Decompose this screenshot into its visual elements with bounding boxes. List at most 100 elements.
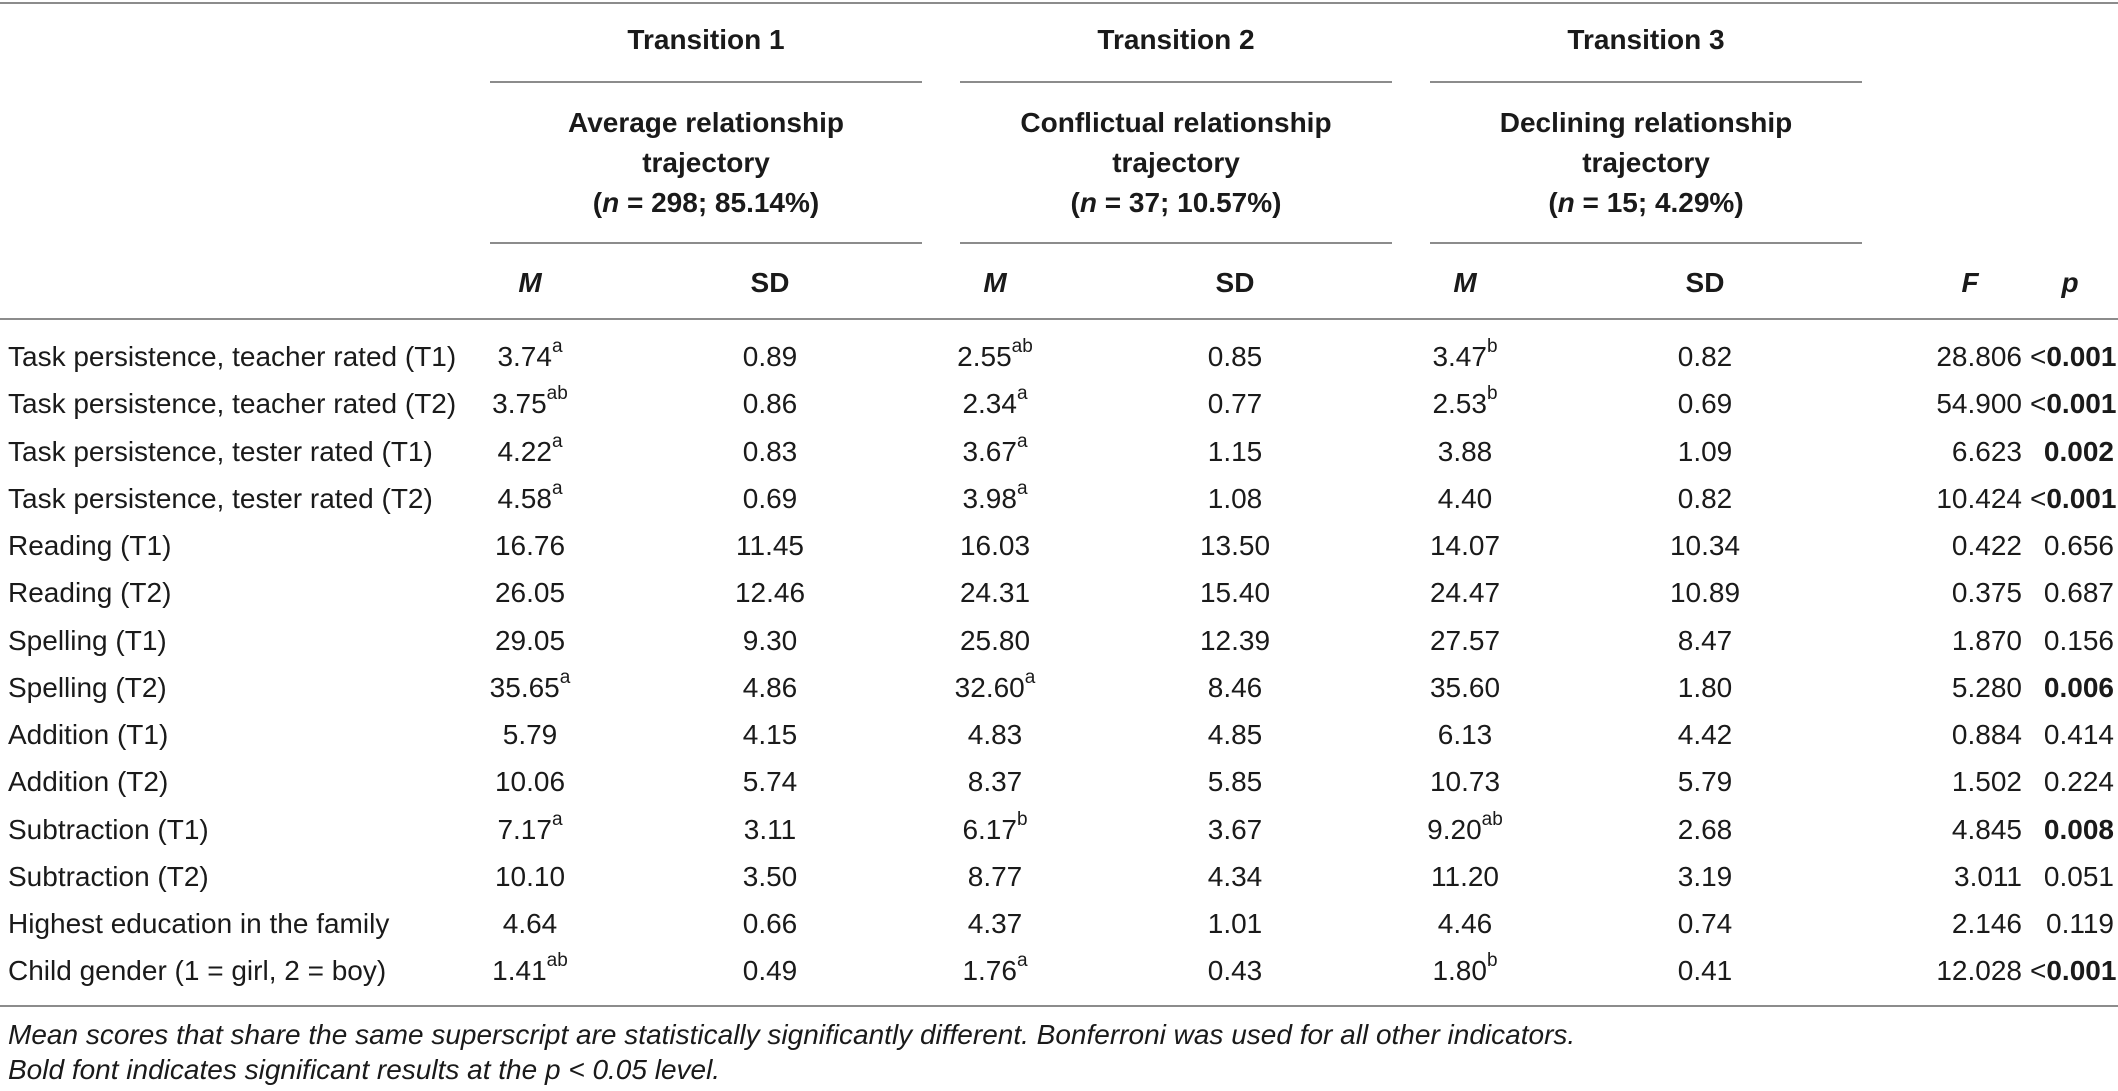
sd-1: 3.11 xyxy=(743,814,797,845)
mean-2-value: 32.60 xyxy=(954,672,1025,703)
sd-2: 12.39 xyxy=(1199,625,1271,656)
sd-2: 1.08 xyxy=(1207,483,1263,514)
transition-2-heading: Transition 2 xyxy=(1097,24,1255,55)
row-label: Spelling (T2) xyxy=(8,672,167,703)
p-value: 0.119 xyxy=(2030,907,2114,941)
table-note-1: Mean scores that share the same superscr… xyxy=(8,1019,1576,1050)
group-heading-1: Average relationship trajectory (n = 298… xyxy=(490,103,922,223)
group-heading-3: Declining relationship trajectory (n = 1… xyxy=(1430,103,1862,223)
group-3-line2: trajectory xyxy=(1582,147,1710,178)
sd-1: 11.45 xyxy=(736,530,804,561)
p-number: 0.001 xyxy=(2046,955,2117,986)
f-value: 28.806 xyxy=(1936,341,2022,372)
mean-1-value: 10.06 xyxy=(494,766,566,797)
p-prefix: < xyxy=(2030,483,2047,514)
mean-2: 8.37 xyxy=(935,765,1055,799)
mean-1: 4.22a xyxy=(470,432,590,469)
sd-2: 15.40 xyxy=(1199,577,1271,608)
mean-2-value: 4.37 xyxy=(967,908,1023,939)
p-value: 0.414 xyxy=(2030,718,2114,752)
sd-1: 12.46 xyxy=(734,577,806,608)
p-value: <0.001 xyxy=(2030,340,2116,374)
superscript: a xyxy=(1016,430,1028,452)
sd-3: 8.47 xyxy=(1677,625,1733,656)
mean-1-value: 16.76 xyxy=(494,530,566,561)
mean-3-value: 3.88 xyxy=(1437,436,1493,467)
mean-2-value: 25.80 xyxy=(959,625,1031,656)
mean-2: 25.80 xyxy=(935,624,1055,658)
sd-2: 8.46 xyxy=(1207,672,1263,703)
row-label: Child gender (1 = girl, 2 = boy) xyxy=(8,955,387,986)
mean-2: 4.37 xyxy=(935,907,1055,941)
group-rule-3 xyxy=(1430,81,1862,83)
row-label: Task persistence, teacher rated (T1) xyxy=(8,341,457,372)
row-label: Spelling (T1) xyxy=(8,625,167,656)
col-sd-1: SD xyxy=(750,267,790,298)
p-number: 0.002 xyxy=(2043,436,2114,467)
mean-1: 4.58a xyxy=(470,479,590,516)
mean-1-value: 4.58 xyxy=(497,483,552,514)
sd-2: 1.15 xyxy=(1207,436,1263,467)
mean-2-value: 3.67 xyxy=(962,436,1017,467)
row-label: Task persistence, teacher rated (T2) xyxy=(8,388,457,419)
mean-2: 16.03 xyxy=(935,529,1055,563)
mean-1: 3.75ab xyxy=(470,384,590,421)
mean-3: 27.57 xyxy=(1405,624,1525,658)
sd-1: 0.89 xyxy=(742,341,798,372)
mean-2-value: 2.34 xyxy=(962,388,1017,419)
sd-2: 0.77 xyxy=(1207,388,1263,419)
mean-2-value: 1.76 xyxy=(962,955,1017,986)
row-label: Task persistence, tester rated (T2) xyxy=(8,483,433,514)
col-m-2: M xyxy=(983,267,1007,298)
p-value: 0.224 xyxy=(2030,765,2114,799)
p-value: 0.156 xyxy=(2030,624,2114,658)
sd-1: 0.69 xyxy=(742,483,798,514)
mean-1: 5.79 xyxy=(470,718,590,752)
f-value: 3.011 xyxy=(1954,861,2022,892)
top-rule xyxy=(0,2,2118,4)
sd-2: 5.85 xyxy=(1207,766,1263,797)
sd-3: 0.41 xyxy=(1677,955,1733,986)
col-sd-2: SD xyxy=(1215,267,1255,298)
superscript: b xyxy=(1486,382,1498,404)
mean-2-value: 16.03 xyxy=(959,530,1031,561)
superscript: ab xyxy=(546,382,568,404)
p-value: 0.051 xyxy=(2030,860,2114,894)
sd-1: 0.83 xyxy=(742,436,798,467)
group-3-line1: Declining relationship xyxy=(1499,107,1793,138)
p-value: 0.687 xyxy=(2030,576,2114,610)
mean-1-value: 29.05 xyxy=(494,625,566,656)
mean-3: 14.07 xyxy=(1405,529,1525,563)
p-value: <0.001 xyxy=(2030,482,2116,516)
sd-3: 0.69 xyxy=(1677,388,1733,419)
row-label: Reading (T2) xyxy=(8,577,172,608)
superscript: b xyxy=(1016,808,1028,830)
group-2-line1: Conflictual relationship xyxy=(1020,107,1332,138)
p-value: 0.006 xyxy=(2030,671,2114,705)
row-label: Subtraction (T2) xyxy=(8,861,209,892)
sd-3: 3.19 xyxy=(1677,861,1733,892)
superscript: a xyxy=(551,335,563,357)
group-1-n: (n = 298; 85.14%) xyxy=(592,187,820,218)
transition-3-heading: Transition 3 xyxy=(1567,24,1725,55)
superscript: a xyxy=(1016,949,1028,971)
col-m-1: M xyxy=(518,267,542,298)
f-value: 0.884 xyxy=(1951,719,2022,750)
p-value: <0.001 xyxy=(2030,954,2117,988)
sd-3: 10.34 xyxy=(1669,530,1741,561)
mean-3-value: 6.13 xyxy=(1437,719,1493,750)
p-number: 0.414 xyxy=(2043,719,2114,750)
col-p: p xyxy=(2061,267,2079,298)
sd-2: 3.67 xyxy=(1207,814,1263,845)
sd-1: 0.86 xyxy=(742,388,798,419)
sd-2: 1.01 xyxy=(1207,908,1263,939)
mean-3: 3.47b xyxy=(1405,337,1525,374)
sd-3: 0.74 xyxy=(1677,908,1733,939)
f-value: 0.375 xyxy=(1951,577,2022,608)
mean-3-value: 27.57 xyxy=(1429,625,1501,656)
mean-1-value: 4.64 xyxy=(502,908,558,939)
sd-1: 9.30 xyxy=(742,625,798,656)
mean-1-value: 3.74 xyxy=(497,341,552,372)
row-label: Addition (T1) xyxy=(8,719,169,750)
mean-3: 35.60 xyxy=(1405,671,1525,705)
